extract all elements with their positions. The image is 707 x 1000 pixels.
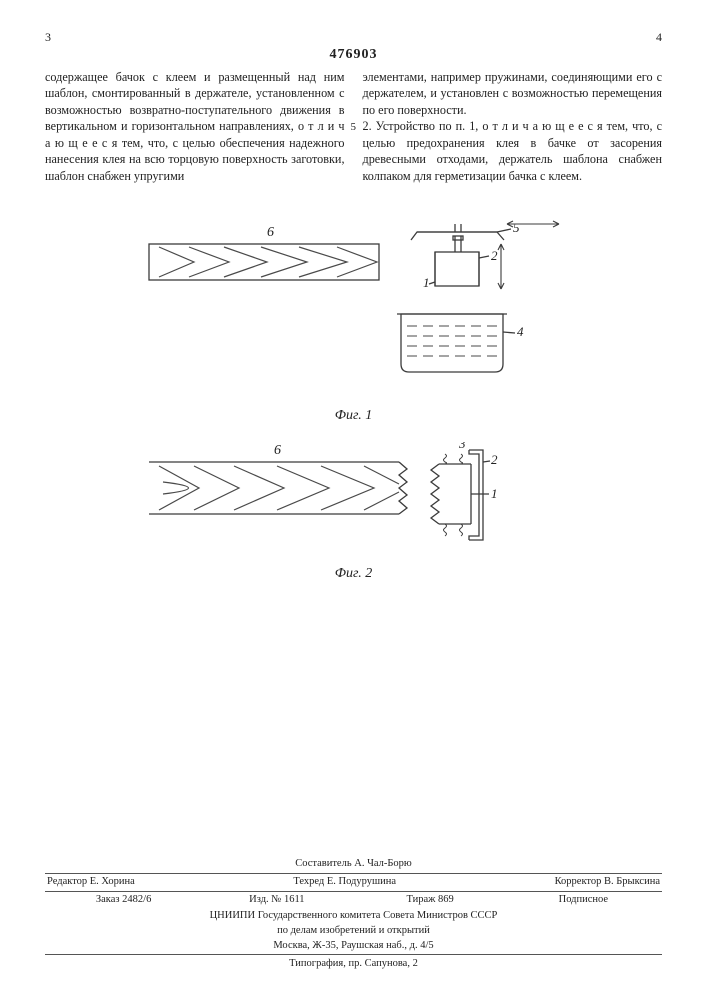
text-columns: содержащее бачок с клеем и размещенный н…: [45, 69, 662, 184]
page: 3 4 476903 содержащее бачок с клеем и ра…: [0, 0, 707, 1000]
footer-typo: Типография, пр. Сапунова, 2: [45, 954, 662, 972]
footer-tirazh: Тираж 869: [354, 893, 507, 908]
page-number-right: 4: [656, 30, 662, 45]
footer-order: Заказ 2482/6: [47, 893, 200, 908]
footer-block: Составитель А. Чал-Борю Редактор Е. Хори…: [45, 856, 662, 972]
figure-1-svg: 6 5 2 1: [139, 214, 569, 404]
fig1-label-5: 5: [513, 220, 520, 235]
figure-2-caption: Фиг. 2: [45, 566, 662, 582]
footer-signed: Подписное: [507, 893, 660, 908]
footer-ed: Изд. № 1611: [200, 893, 353, 908]
column-right: 5 элементами, например пружинами, соедин…: [363, 69, 663, 184]
fig1-label-4: 4: [517, 324, 524, 339]
footer-compiler: Составитель А. Чал-Борю: [295, 857, 412, 872]
figure-1-caption: Фиг. 1: [45, 408, 662, 424]
column-left-text: содержащее бачок с клеем и размещенный н…: [45, 69, 345, 184]
footer-editor: Редактор Е. Хорина: [47, 875, 135, 890]
footer-addr: Москва, Ж-35, Раушская наб., д. 4/5: [47, 939, 660, 954]
footer-org1: ЦНИИПИ Государственного комитета Совета …: [47, 909, 660, 924]
column-left: содержащее бачок с клеем и размещенный н…: [45, 69, 345, 184]
figure-2-svg: 6 3 2 1: [139, 442, 569, 562]
line-number-5: 5: [351, 120, 357, 135]
page-number-row: 3 4: [45, 30, 662, 45]
footer-org2: по делам изобретений и открытий: [47, 924, 660, 939]
footer-techred: Техред Е. Подурушина: [293, 875, 396, 890]
fig1-label-6: 6: [267, 225, 274, 240]
fig2-label-2: 2: [491, 452, 498, 467]
footer-corrector: Корректор В. Брыксина: [555, 875, 660, 890]
fig2-label-3: 3: [458, 442, 466, 451]
fig1-label-1: 1: [423, 275, 430, 290]
fig1-label-2: 2: [491, 248, 498, 263]
figure-2: 6 3 2 1: [45, 442, 662, 582]
fig2-label-6: 6: [274, 443, 281, 458]
page-number-left: 3: [45, 30, 51, 45]
fig2-label-1: 1: [491, 486, 498, 501]
figure-1: 6 5 2 1: [45, 214, 662, 424]
column-right-text: элементами, например пружинами, соединяю…: [363, 69, 663, 184]
patent-number: 476903: [45, 47, 662, 63]
